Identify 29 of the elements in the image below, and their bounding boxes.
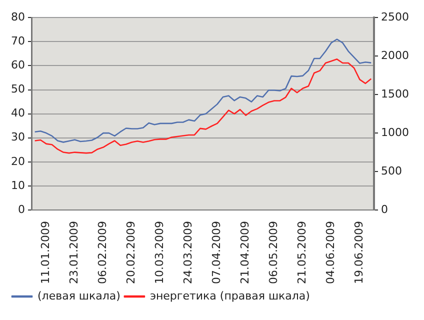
y2-tick-label: 1500 [381,87,410,100]
x-tick-label: 20.02.2009 [124,221,138,284]
y2-tick-label: 2000 [381,48,410,62]
x-tick-label: 19.06.2009 [352,221,366,284]
y-tick-label: 50 [10,82,25,96]
x-tick-label: 21.04.2009 [238,221,252,284]
x-tick-label: 23.01.2009 [68,221,81,284]
x-tick-label: 11.01.2009 [39,221,52,284]
y2-tick-label: 500 [381,164,402,178]
x-tick-label: 07.04.2009 [210,221,224,284]
x-tick-label: 24.03.2009 [182,221,195,284]
x-tick-label: 06.05.2009 [267,221,280,284]
x-tick-label: 10.03.2009 [153,221,166,284]
y-tick-label: 70 [10,34,25,48]
y-tick-label: 60 [10,58,25,72]
y2-tick-label: 2500 [381,10,410,24]
y-tick-label: 30 [10,130,25,144]
y-tick-label: 10 [10,178,25,192]
y-tick-label: 40 [10,106,25,120]
y2-tick-label: 1000 [381,126,410,139]
y2-tick-label: 0 [381,202,388,216]
x-tick-label: 04.06.2009 [324,221,338,284]
y-tick-label: 80 [10,10,25,24]
x-tick-label: 06.02.2009 [96,221,110,284]
legend-label: (левая шкала) [38,289,120,302]
y-tick-label: 20 [10,154,25,168]
legend-label: энергетика (правая шкала) [150,289,310,302]
x-tick-label: 21.05.2009 [296,221,309,284]
y-tick-label: 0 [18,202,25,216]
